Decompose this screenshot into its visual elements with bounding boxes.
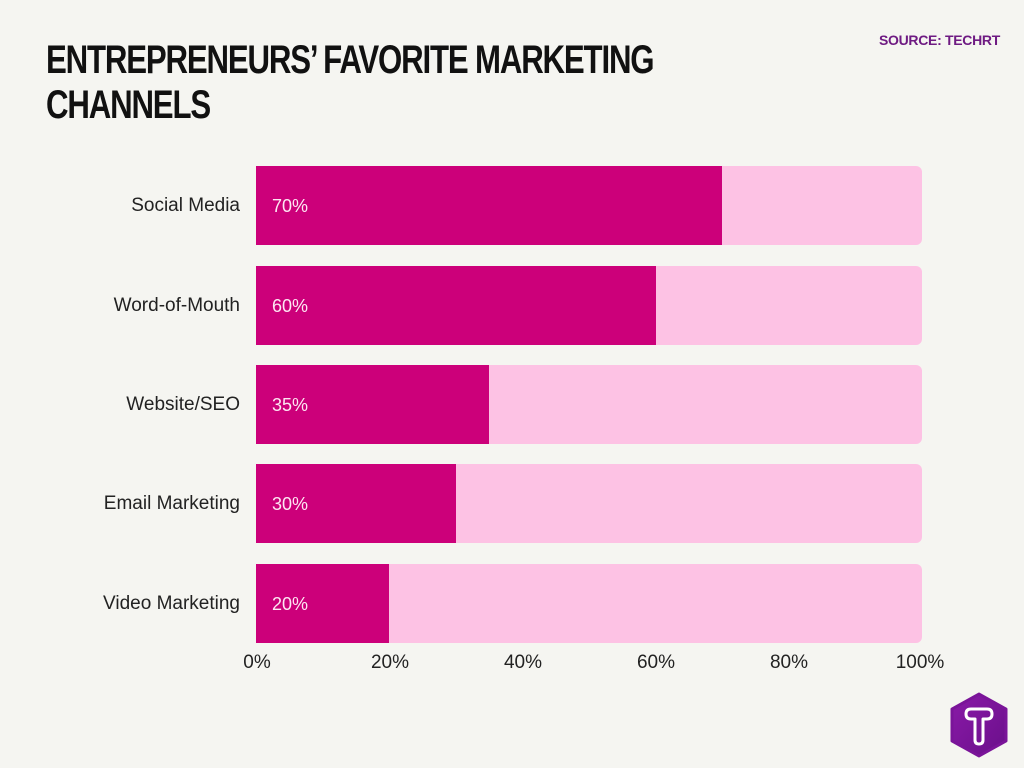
source-label: SOURCE: TECHRT	[878, 32, 1000, 48]
bar-fill	[256, 266, 656, 345]
bar-row-website-seo: Website/SEO 35%	[0, 365, 1024, 444]
bar-value-label: 30%	[272, 494, 309, 514]
category-label: Website/SEO	[126, 394, 240, 415]
bar-row-word-of-mouth: Word-of-Mouth 60%	[0, 266, 1024, 345]
category-label: Video Marketing	[103, 593, 240, 614]
chart-title-line-2: CHANNELS	[46, 83, 211, 127]
category-label: Email Marketing	[103, 493, 240, 514]
techrt-logo-icon	[950, 692, 1008, 758]
bar-fill	[256, 166, 723, 245]
x-tick-80: 80%	[769, 652, 809, 673]
bar-value-label: 35%	[272, 395, 309, 415]
category-label: Word-of-Mouth	[113, 295, 240, 316]
x-tick-60: 60%	[636, 652, 676, 673]
x-tick-20: 20%	[370, 652, 410, 673]
x-tick-40: 40%	[503, 652, 543, 673]
bar-value-label: 70%	[272, 196, 309, 216]
bar-row-video-marketing: Video Marketing 20%	[0, 564, 1024, 643]
bar-value-label: 20%	[272, 594, 309, 614]
chart-title-line-1: ENTREPRENEURS’ FAVORITE MARKETING	[46, 38, 655, 82]
bar-track: 30%	[256, 464, 922, 543]
chart-title: ENTREPRENEURS’ FAVORITE MARKETING CHANNE…	[46, 38, 655, 128]
bar-row-social-media: Social Media 70%	[0, 166, 1024, 245]
bar-row-email-marketing: Email Marketing 30%	[0, 464, 1024, 543]
x-tick-0: 0%	[243, 652, 271, 673]
bar-fill	[256, 365, 490, 444]
bar-fill	[256, 564, 390, 643]
x-tick-100: 100%	[895, 652, 945, 673]
bar-track: 20%	[256, 564, 922, 643]
bar-fill	[256, 464, 456, 543]
category-label: Social Media	[131, 195, 240, 216]
bar-value-label: 60%	[272, 296, 309, 316]
bar-track: 35%	[256, 365, 922, 444]
bar-track: 60%	[256, 266, 922, 345]
bar-track: 70%	[256, 166, 922, 245]
